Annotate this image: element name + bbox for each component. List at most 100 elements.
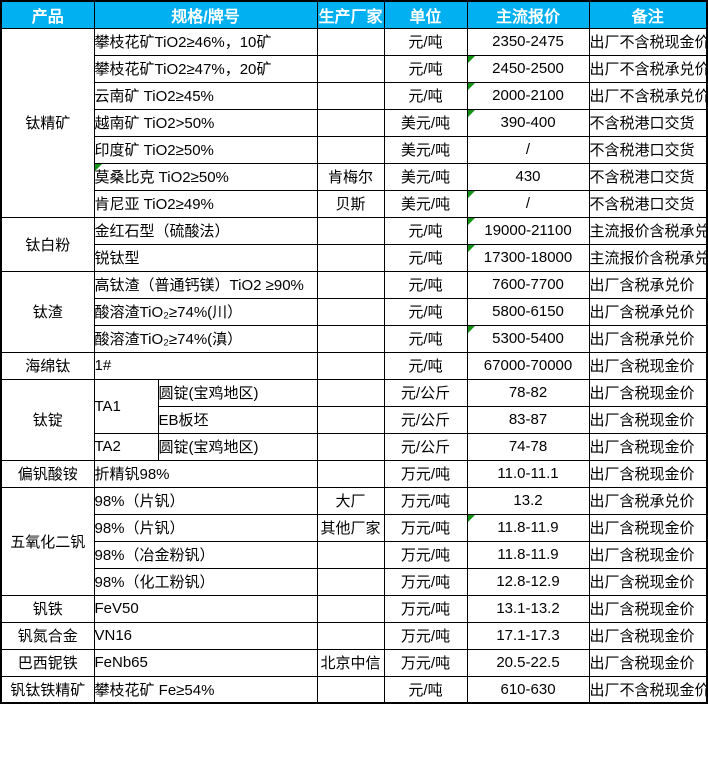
- comment-marker-icon: [468, 83, 475, 90]
- col-header-note: 备注: [588, 0, 708, 29]
- table-row: 酸溶渣TiO₂≥74%(川） 元/吨 5800-6150 出厂含税承兑价: [1, 297, 708, 326]
- note-cell: 不含税港口交货: [588, 162, 708, 191]
- spec-cell: 云南矿 TiO2≥45%: [93, 81, 318, 110]
- table-row: 钛精矿 攀枝花矿TiO2≥46%，10矿 元/吨 2350-2475 出厂不含税…: [0, 27, 708, 218]
- price-cell: 430: [466, 162, 590, 191]
- col-header-price: 主流报价: [466, 0, 590, 29]
- note-cell: 主流报价含税承兑: [588, 243, 708, 272]
- product-cell: 钒铁: [0, 594, 95, 623]
- manufacturer-cell: 肯梅尔: [316, 162, 385, 191]
- manufacturer-cell: [316, 567, 385, 596]
- manufacturer-cell: [316, 81, 385, 110]
- manufacturer-cell: [316, 405, 385, 434]
- price-cell: 5300-5400: [466, 324, 590, 353]
- unit-cell: 元/吨: [383, 81, 468, 110]
- manufacturer-cell: [316, 54, 385, 83]
- table-row: 五氧化二钒 98%（片钒） 大厂 万元/吨 13.2 出厂含税承兑价: [0, 486, 708, 596]
- product-cell: 海绵钛: [0, 351, 95, 380]
- spec-cell: 圆锭(宝鸡地区): [157, 378, 318, 407]
- spec-cell: 锐钛型: [93, 243, 318, 272]
- product-cell: 钛渣: [0, 270, 95, 353]
- price-value: 19000-21100: [484, 222, 572, 239]
- col-header-unit: 单位: [383, 0, 468, 29]
- table-row: 肯尼亚 TiO2≥49% 贝斯 美元/吨 / 不含税港口交货: [1, 189, 708, 218]
- price-cell: 20.5-22.5: [466, 648, 590, 677]
- table-row: 云南矿 TiO2≥45% 元/吨 2000-2100 出厂不含税承兑价: [1, 81, 708, 110]
- table-row: 越南矿 TiO2>50% 美元/吨 390-400 不含税港口交货: [1, 108, 708, 137]
- comment-marker-icon: [468, 191, 475, 198]
- table-row: 98%（冶金粉钒） 万元/吨 11.8-11.9 出厂含税现金价: [1, 540, 708, 569]
- price-cell: 13.2: [466, 486, 590, 515]
- manufacturer-cell: 其他厂家: [316, 513, 385, 542]
- price-value: 11.8-11.9: [497, 519, 559, 536]
- unit-cell: 元/公斤: [383, 405, 468, 434]
- spec-cell: 莫桑比克 TiO2≥50%: [93, 162, 318, 191]
- price-cell: 19000-21100: [466, 216, 590, 245]
- table-row: 印度矿 TiO2≥50% 美元/吨 / 不含税港口交货: [1, 135, 708, 164]
- note-cell: 不含税港口交货: [588, 108, 708, 137]
- comment-marker-icon: [468, 245, 475, 252]
- table-row: 钛白粉 金红石型（硫酸法） 元/吨 19000-21100 主流报价含税承兑: [0, 216, 708, 272]
- product-cell: 偏钒酸铵: [0, 459, 95, 488]
- price-cell: 390-400: [466, 108, 590, 137]
- price-cell: /: [466, 135, 590, 164]
- comment-marker-icon: [468, 326, 475, 333]
- unit-cell: 元/吨: [383, 675, 468, 704]
- unit-cell: 万元/吨: [383, 540, 468, 569]
- col-header-spec: 规格/牌号: [93, 0, 318, 29]
- price-table: 产品 规格/牌号 生产厂家 单位 主流报价 备注 钛精矿 攀枝花矿TiO2≥46…: [0, 0, 708, 704]
- manufacturer-cell: [316, 621, 385, 650]
- manufacturer-cell: 北京中信: [316, 648, 385, 677]
- spec-cell: EB板坯: [157, 405, 318, 434]
- table-row: 钒氮合金 VN16 万元/吨 17.1-17.3 出厂含税现金价: [0, 621, 708, 650]
- unit-cell: 美元/吨: [383, 135, 468, 164]
- manufacturer-cell: [316, 540, 385, 569]
- manufacturer-cell: [316, 432, 385, 461]
- unit-cell: 美元/吨: [383, 108, 468, 137]
- manufacturer-cell: [316, 27, 385, 56]
- manufacturer-cell: [316, 108, 385, 137]
- unit-cell: 万元/吨: [383, 486, 468, 515]
- unit-cell: 万元/吨: [383, 621, 468, 650]
- note-cell: 出厂不含税承兑价: [588, 54, 708, 83]
- price-cell: 11.8-11.9: [466, 513, 590, 542]
- note-cell: 出厂含税承兑价: [588, 297, 708, 326]
- price-value: 5300-5400: [492, 330, 564, 347]
- manufacturer-cell: [316, 297, 385, 326]
- spec-cell: 98%（冶金粉钒）: [93, 540, 318, 569]
- spec-cell: FeNb65: [93, 648, 318, 677]
- price-cell: 13.1-13.2: [466, 594, 590, 623]
- comment-marker-icon: [95, 164, 102, 171]
- note-cell: 出厂含税现金价: [588, 594, 708, 623]
- price-cell: 83-87: [466, 405, 590, 434]
- manufacturer-cell: [316, 675, 385, 704]
- unit-cell: 万元/吨: [383, 594, 468, 623]
- price-cell: 74-78: [466, 432, 590, 461]
- price-cell: 2350-2475: [466, 27, 590, 56]
- price-value: 2000-2100: [492, 87, 564, 104]
- table-row: TA2 圆锭(宝鸡地区) 元/公斤 74-78 出厂含税现金价: [1, 432, 708, 461]
- grade-cell: TA2: [93, 432, 159, 461]
- spec-cell: 酸溶渣TiO₂≥74%(川）: [93, 297, 318, 326]
- spec-cell: 98%（片钒）: [93, 486, 318, 515]
- unit-cell: 元/吨: [383, 216, 468, 245]
- unit-cell: 元/吨: [383, 243, 468, 272]
- note-cell: 出厂含税现金价: [588, 351, 708, 380]
- table-row: 钛锭 TA1 圆锭(宝鸡地区) 元/公斤 78-82 出厂含税现金价: [0, 378, 708, 461]
- product-cell: 钛白粉: [0, 216, 95, 272]
- unit-cell: 美元/吨: [383, 162, 468, 191]
- unit-cell: 万元/吨: [383, 459, 468, 488]
- table-row: 酸溶渣TiO₂≥74%(滇） 元/吨 5300-5400 出厂含税承兑价: [1, 324, 708, 353]
- manufacturer-cell: [316, 216, 385, 245]
- spec-cell: 攀枝花矿 Fe≥54%: [93, 675, 318, 704]
- price-cell: 610-630: [466, 675, 590, 704]
- price-cell: 2000-2100: [466, 81, 590, 110]
- price-value: 2450-2500: [492, 60, 564, 77]
- manufacturer-cell: [316, 270, 385, 299]
- spec-cell: 印度矿 TiO2≥50%: [93, 135, 318, 164]
- unit-cell: 元/公斤: [383, 432, 468, 461]
- grade-cell: TA1: [93, 378, 159, 434]
- note-cell: 出厂含税现金价: [588, 432, 708, 461]
- unit-cell: 元/吨: [383, 54, 468, 83]
- unit-cell: 万元/吨: [383, 648, 468, 677]
